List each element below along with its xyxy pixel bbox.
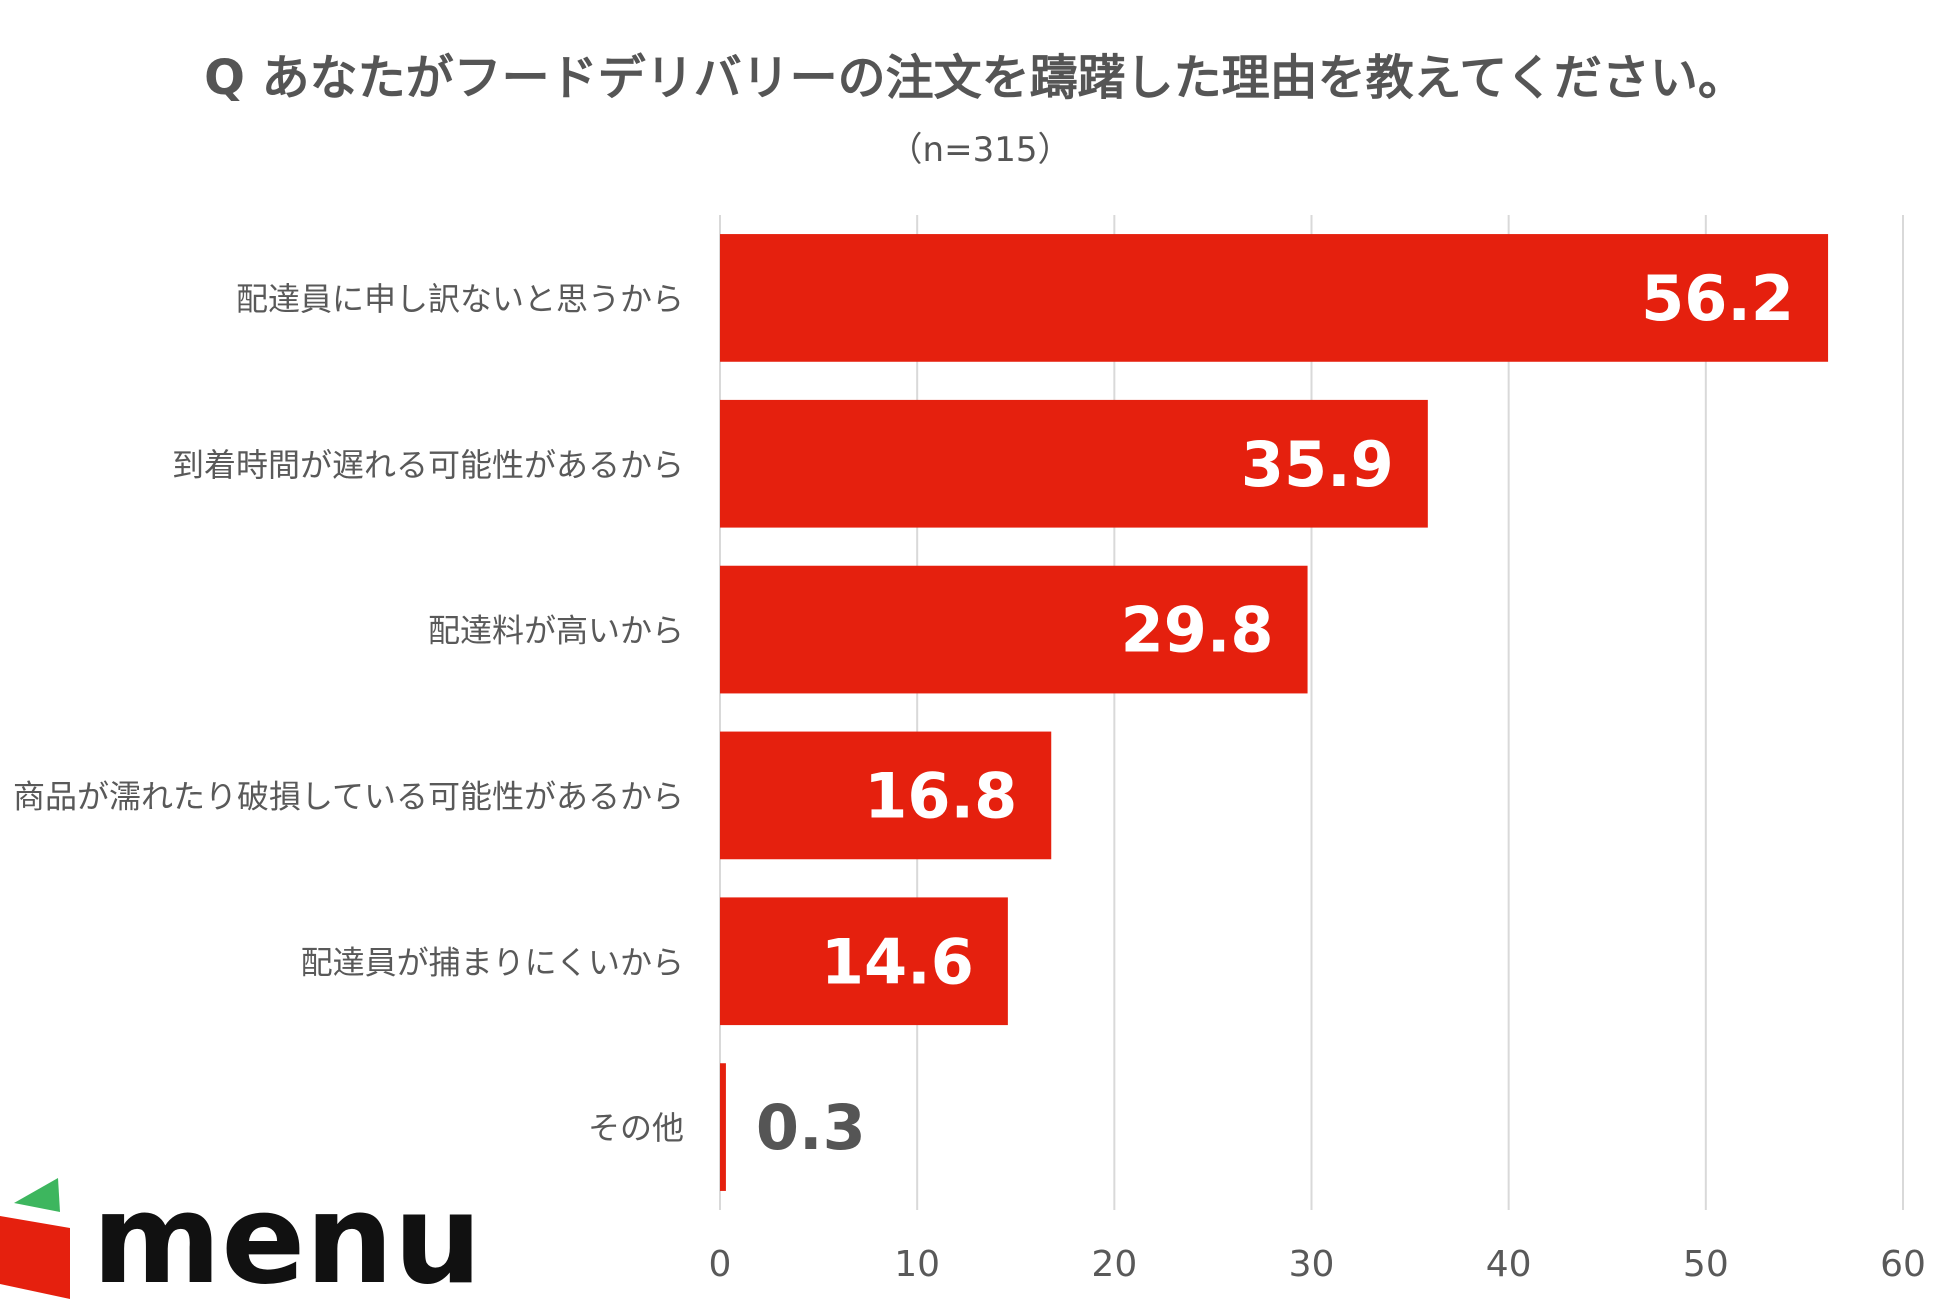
bar bbox=[720, 565, 1308, 694]
x-tick-label: 50 bbox=[1683, 1244, 1729, 1285]
category-label: 商品が濡れたり破損している可能性があるから bbox=[13, 777, 684, 815]
x-tick-label: 40 bbox=[1486, 1244, 1532, 1285]
category-label: 配達員に申し訳ないと思うから bbox=[236, 280, 684, 318]
x-tick-label: 30 bbox=[1289, 1244, 1335, 1285]
x-tick-label: 10 bbox=[894, 1244, 940, 1285]
menu-logo: menu bbox=[0, 1170, 480, 1299]
bar bbox=[720, 731, 1052, 860]
bar bbox=[720, 234, 1829, 362]
value-label: 16.8 bbox=[864, 759, 1017, 832]
chart-title: Q あなたがフードデリバリーの注文を躊躇した理由を教えてください。 bbox=[204, 50, 1746, 106]
logo-green-shape bbox=[14, 1178, 60, 1212]
gridlines bbox=[719, 215, 1904, 1210]
x-tick-label: 20 bbox=[1091, 1244, 1137, 1285]
value-label: 14.6 bbox=[821, 925, 974, 998]
bar bbox=[720, 1063, 726, 1191]
bar bbox=[720, 399, 1428, 528]
logo-wordmark: menu bbox=[92, 1170, 480, 1299]
value-label: 29.8 bbox=[1121, 594, 1274, 667]
category-label: 配達料が高いから bbox=[428, 612, 684, 650]
logo-red-shape bbox=[0, 1216, 70, 1299]
category-label: その他 bbox=[588, 1109, 684, 1147]
value-label: 35.9 bbox=[1241, 428, 1394, 501]
bar bbox=[720, 897, 1008, 1026]
x-tick-label: 0 bbox=[709, 1244, 732, 1285]
value-label: 0.3 bbox=[756, 1091, 866, 1164]
chart-subtitle: （n=315） bbox=[888, 130, 1072, 170]
category-label: 到着時間が遅れる可能性があるから bbox=[172, 446, 684, 484]
category-label: 配達員が捕まりにくいから bbox=[301, 943, 684, 981]
labels: 0 10 20 30 40 50 60 配達員に申し訳ないと思うから 56.2 到着時間が遅れる可… bbox=[13, 262, 1926, 1285]
x-tick-label: 60 bbox=[1880, 1244, 1926, 1285]
value-label: 56.2 bbox=[1641, 262, 1794, 335]
bars bbox=[720, 234, 1829, 1191]
